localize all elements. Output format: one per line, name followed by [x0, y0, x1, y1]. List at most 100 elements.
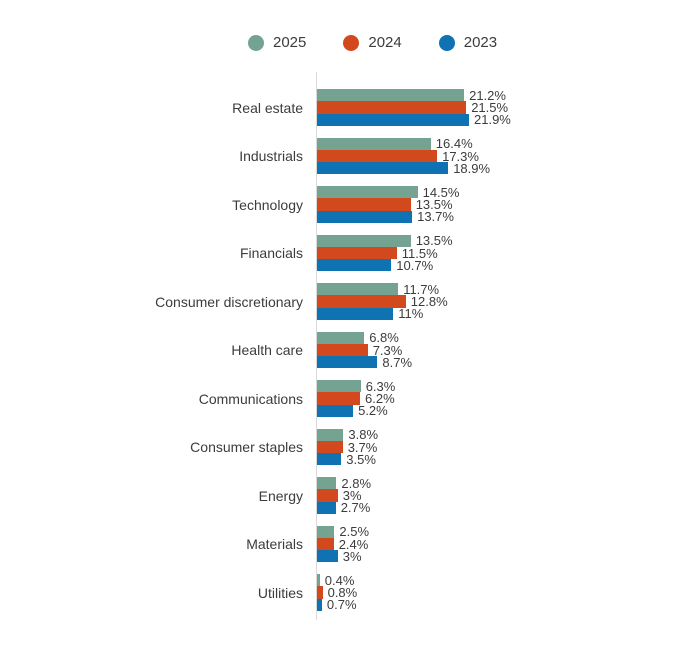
bar-group: 16.4% 17.3% 18.9%	[317, 136, 491, 176]
bar-2023	[317, 113, 469, 126]
bar-2025	[317, 283, 399, 296]
bar-line: 2.5%	[317, 524, 370, 540]
value-label: 11%	[398, 306, 424, 322]
value-label: 2.4%	[338, 536, 369, 552]
value-label: 2.8%	[341, 475, 372, 491]
category-label: Industrials	[239, 148, 303, 164]
legend-item: 2024	[343, 34, 402, 52]
bar-line: 13.5%	[317, 198, 459, 211]
bar-line: 11.7%	[317, 281, 448, 297]
bar-2023	[317, 453, 342, 466]
legend-dot-icon-2025	[248, 35, 264, 51]
bar-group: 0.4% 0.8% 0.7%	[317, 574, 357, 611]
value-label: 21.2%	[469, 87, 506, 103]
bar-2024	[317, 295, 406, 308]
bar-2024	[317, 198, 411, 211]
value-label: 11.7%	[403, 281, 440, 297]
bar-2023	[317, 162, 449, 175]
bar-2024	[317, 586, 323, 599]
bar-line: 3.5%	[317, 453, 378, 466]
legend-dot-icon-2024	[343, 35, 360, 51]
bar-group: 2.8% 3% 2.7%	[317, 477, 371, 514]
value-label: 21.9%	[474, 112, 511, 128]
bar-line: 13.5%	[317, 233, 453, 249]
bar-2025	[317, 574, 320, 587]
bar-line: 21.5%	[317, 101, 511, 114]
bar-2023	[317, 598, 322, 611]
bar-2024	[317, 489, 338, 502]
bar-line: 17.3%	[317, 148, 490, 164]
bar-line: 21.9%	[317, 112, 511, 128]
bar-line: 14.5%	[317, 184, 460, 200]
value-label: 17.3%	[442, 148, 479, 164]
bar-line: 0.4%	[317, 574, 357, 587]
value-label: 16.4%	[435, 136, 473, 152]
bar-2025	[317, 186, 418, 199]
bar-line: 13.7%	[317, 210, 459, 223]
category-row: Financials 13.5% 11.5% 10.7%	[0, 233, 700, 272]
value-label: 2.5%	[339, 524, 370, 540]
bar-group: 6.8% 7.3% 8.7%	[317, 331, 413, 370]
category-label: Health care	[231, 342, 303, 358]
bar-line: 10.7%	[317, 259, 453, 272]
bar-2023	[317, 210, 413, 223]
category-label: Consumer staples	[190, 439, 303, 455]
bar-2023	[317, 501, 336, 514]
category-row: Consumer staples 3.8% 3.7% 3.5%	[0, 428, 700, 466]
bar-line: 11.5%	[317, 245, 453, 261]
value-label: 7.3%	[372, 342, 403, 358]
bar-2024	[317, 343, 368, 357]
bar-line: 7.3%	[317, 342, 412, 358]
bar-line: 2.8%	[317, 475, 372, 491]
bar-line: 8.7%	[317, 354, 413, 370]
value-label: 3.7%	[347, 439, 378, 455]
value-label: 3%	[342, 548, 362, 564]
category-label: Materials	[246, 536, 303, 552]
value-label: 11.5%	[401, 245, 438, 261]
category-label: Utilities	[257, 584, 303, 601]
bar-line: 3.7%	[317, 439, 378, 455]
bar-line: 6.2%	[317, 392, 395, 405]
bar-line: 11%	[317, 306, 448, 322]
value-label: 13.5%	[415, 233, 453, 249]
legend-label: 2023	[463, 34, 498, 51]
bar-2023	[317, 307, 394, 320]
bar-group: 13.5% 11.5% 10.7%	[317, 233, 453, 272]
value-label: 3%	[342, 488, 362, 503]
bar-group: 11.7% 12.8% 11%	[317, 283, 448, 320]
legend-label: 2025	[273, 34, 307, 51]
bar-group: 21.2% 21.5% 21.9%	[317, 89, 511, 126]
value-label: 8.7%	[382, 354, 413, 370]
bar-group: 2.5% 2.4% 3%	[317, 524, 370, 564]
bar-line: 3%	[317, 548, 369, 564]
value-label: 2.7%	[340, 500, 371, 516]
bar-line: 2.7%	[317, 500, 371, 516]
legend-label: 2024	[368, 34, 402, 51]
category-row: Consumer discretionary 11.7% 12.8% 11%	[0, 283, 700, 321]
bar-line: 5.2%	[317, 403, 395, 419]
value-label: 18.9%	[453, 160, 491, 176]
category-row: Communications 6.3% 6.2% 5.2%	[0, 378, 700, 419]
value-label: 12.8%	[410, 294, 448, 309]
bar-2024	[317, 392, 360, 405]
category-label: Communications	[198, 390, 303, 407]
bar-2025	[317, 428, 344, 441]
bar-line: 6.8%	[317, 331, 412, 344]
value-label: 0.8%	[327, 585, 358, 600]
bar-2025	[317, 89, 465, 102]
category-row: Real estate 21.2% 21.5% 21.9%	[0, 89, 700, 127]
bar-2025	[317, 331, 365, 344]
legend-dot-icon-2023	[438, 35, 455, 51]
legend-item: 2023	[438, 34, 498, 52]
value-label: 0.7%	[326, 597, 357, 613]
bar-2025	[317, 234, 411, 247]
bar-2025	[317, 525, 335, 538]
category-row: Health care 6.8% 7.3% 8.7%	[0, 331, 700, 370]
value-label: 14.5%	[422, 184, 460, 200]
category-label: Energy	[258, 487, 303, 504]
bar-line: 3.8%	[317, 428, 378, 441]
value-label: 6.3%	[365, 378, 396, 394]
value-label: 5.2%	[358, 403, 388, 419]
bar-2024	[317, 149, 438, 163]
